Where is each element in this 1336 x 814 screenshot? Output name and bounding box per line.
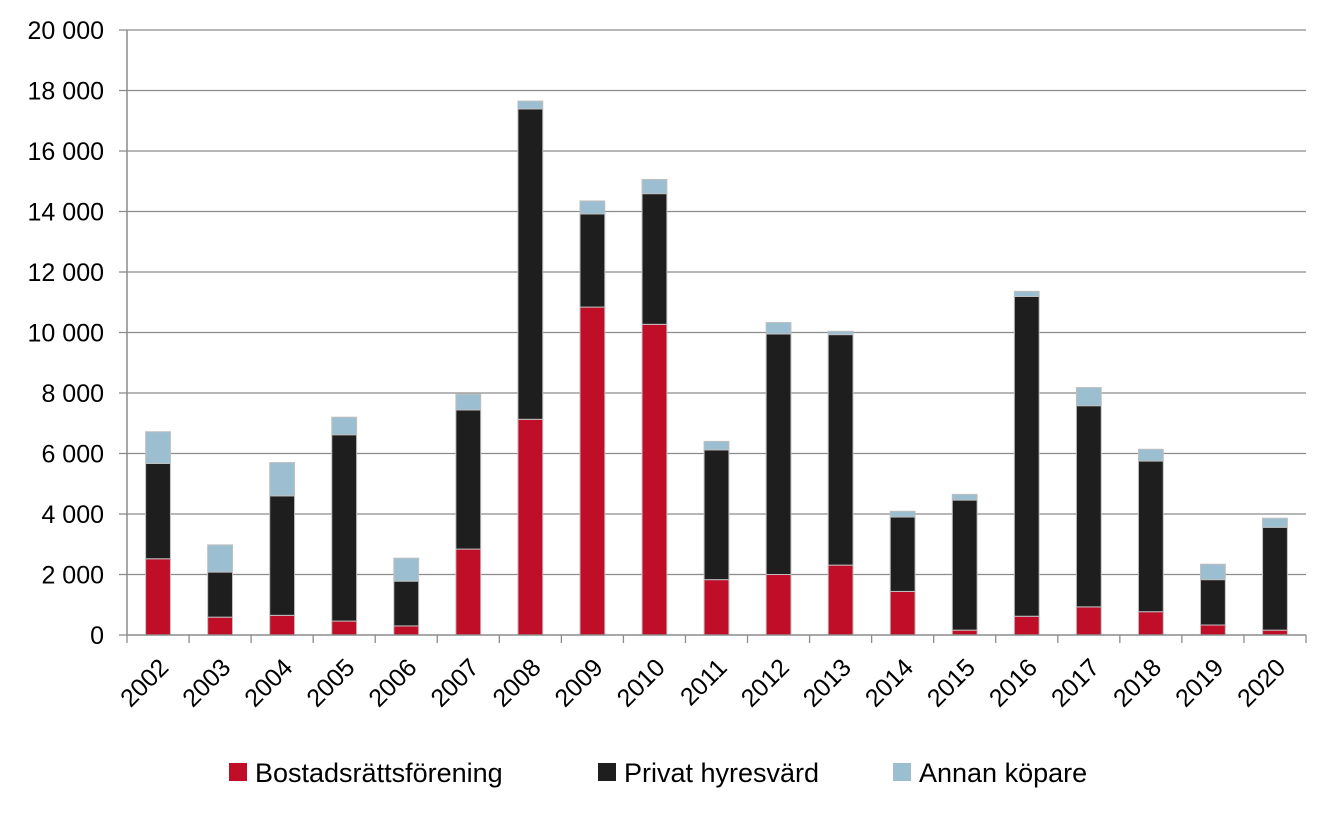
y-tick-label: 8 000 bbox=[41, 380, 104, 408]
bar-segment-1-2015 bbox=[951, 499, 978, 631]
y-tick-label: 2 000 bbox=[41, 562, 104, 590]
bar-segment-2-2002 bbox=[145, 431, 171, 464]
bar-segment-0-2016 bbox=[1013, 615, 1040, 636]
bar-segment-1-2012 bbox=[765, 333, 792, 576]
bar-segment-1-2011 bbox=[703, 449, 730, 581]
bar-segment-2-2018 bbox=[1137, 448, 1164, 462]
bar-segment-1-2002 bbox=[145, 462, 171, 560]
x-tick-label: 2014 bbox=[860, 653, 919, 712]
bar-segment-1-2008 bbox=[517, 108, 544, 420]
bar-segment-0-2002 bbox=[145, 558, 171, 636]
bar-segment-1-2006 bbox=[393, 580, 420, 627]
bar-segment-2-2004 bbox=[269, 462, 296, 497]
x-tick-label: 2002 bbox=[115, 653, 174, 712]
bar-segment-2-2012 bbox=[765, 322, 792, 335]
gridlines bbox=[127, 29, 1306, 576]
bar-segment-0-2003 bbox=[207, 616, 233, 636]
x-tick-label: 2019 bbox=[1170, 653, 1229, 712]
bar-segment-1-2016 bbox=[1013, 296, 1040, 617]
bar-segment-2-2019 bbox=[1200, 563, 1226, 581]
bar-segment-0-2017 bbox=[1075, 606, 1102, 636]
x-tick-label: 2011 bbox=[675, 653, 733, 711]
y-tick-label: 18 000 bbox=[28, 78, 104, 106]
y-tick-label: 4 000 bbox=[41, 501, 104, 529]
bar-segment-0-2004 bbox=[269, 614, 296, 636]
x-tick-label: 2018 bbox=[1108, 653, 1167, 712]
bar-segment-2-2020 bbox=[1262, 517, 1288, 528]
legend-label: Bostadsrättsförening bbox=[255, 758, 503, 788]
bar-segment-0-2014 bbox=[889, 590, 916, 636]
x-tick-label: 2016 bbox=[984, 653, 1043, 712]
bar-segment-1-2017 bbox=[1075, 405, 1102, 608]
bar-segment-2-2003 bbox=[207, 544, 233, 573]
bar-segment-0-2008 bbox=[517, 418, 544, 636]
y-tick-label: 12 000 bbox=[28, 259, 104, 287]
x-tick-label: 2009 bbox=[550, 653, 609, 712]
legend-swatch bbox=[598, 763, 616, 781]
x-tick-label: 2015 bbox=[922, 653, 981, 712]
bar-segment-0-2005 bbox=[331, 620, 358, 636]
bar-segment-1-2010 bbox=[641, 193, 668, 325]
bar-segment-2-2013 bbox=[827, 330, 854, 336]
bar-segment-2-2011 bbox=[703, 440, 730, 451]
legend: Bostadsrättsförening Privat hyresvärd Anna… bbox=[229, 758, 1087, 788]
x-tick-label: 2004 bbox=[239, 653, 298, 712]
bar-segment-0-2006 bbox=[393, 625, 420, 636]
bar-segment-2-2005 bbox=[331, 416, 358, 436]
bar-segment-1-2018 bbox=[1137, 460, 1164, 613]
x-tick-label: 2006 bbox=[363, 653, 422, 712]
x-tick-label: 2005 bbox=[301, 653, 360, 712]
bar-segment-0-2013 bbox=[827, 564, 854, 636]
bar-segment-2-2007 bbox=[455, 393, 482, 411]
bar-segment-2-2017 bbox=[1075, 387, 1102, 407]
legend-label: Annan köpare bbox=[919, 758, 1087, 788]
bar-segment-1-2020 bbox=[1262, 526, 1288, 631]
legend-swatch bbox=[893, 763, 911, 781]
bars bbox=[145, 100, 1288, 636]
bar-segment-0-2012 bbox=[765, 574, 792, 636]
bar-segment-0-2010 bbox=[641, 323, 668, 636]
bar-segment-0-2019 bbox=[1200, 624, 1226, 636]
bar-segment-2-2014 bbox=[889, 510, 916, 518]
bar-segment-2-2009 bbox=[579, 200, 606, 215]
y-tick-label: 0 bbox=[90, 622, 104, 650]
bar-segment-1-2007 bbox=[455, 409, 482, 550]
y-tick-label: 14 000 bbox=[28, 199, 104, 227]
bar-segment-1-2014 bbox=[889, 516, 916, 592]
bar-segment-2-2006 bbox=[393, 557, 420, 582]
bar-segment-0-2009 bbox=[579, 306, 606, 636]
x-tick-label: 2017 bbox=[1046, 653, 1105, 712]
bar-segment-2-2015 bbox=[951, 493, 978, 501]
bar-segment-1-2003 bbox=[207, 571, 233, 618]
x-tick-label: 2013 bbox=[798, 653, 857, 712]
bar-segment-2-2008 bbox=[517, 100, 544, 110]
bar-segment-0-2018 bbox=[1137, 611, 1164, 636]
x-tick-label: 2012 bbox=[736, 653, 795, 712]
bar-segment-2-2016 bbox=[1013, 290, 1040, 298]
x-tick-label: 2007 bbox=[425, 653, 484, 712]
legend-label: Privat hyresvärd bbox=[624, 758, 819, 788]
bar-segment-1-2013 bbox=[827, 334, 854, 566]
legend-swatch bbox=[229, 763, 247, 781]
y-tick-label: 6 000 bbox=[41, 441, 104, 469]
x-tick-label: 2020 bbox=[1232, 653, 1291, 712]
x-tick-label: 2010 bbox=[612, 653, 671, 712]
bar-segment-1-2004 bbox=[269, 495, 296, 616]
bar-segment-0-2011 bbox=[703, 579, 730, 636]
bar-segment-1-2009 bbox=[579, 213, 606, 308]
y-tick-label: 10 000 bbox=[28, 320, 104, 348]
y-tick-label: 16 000 bbox=[28, 138, 104, 166]
x-tick-label: 2003 bbox=[177, 653, 236, 712]
bar-segment-1-2019 bbox=[1200, 579, 1226, 626]
x-tick-label: 2008 bbox=[487, 653, 546, 712]
bar-segment-2-2010 bbox=[641, 178, 668, 195]
bar-segment-1-2005 bbox=[331, 434, 358, 622]
y-tick-label: 20 000 bbox=[28, 17, 104, 45]
bar-segment-0-2007 bbox=[455, 548, 482, 636]
